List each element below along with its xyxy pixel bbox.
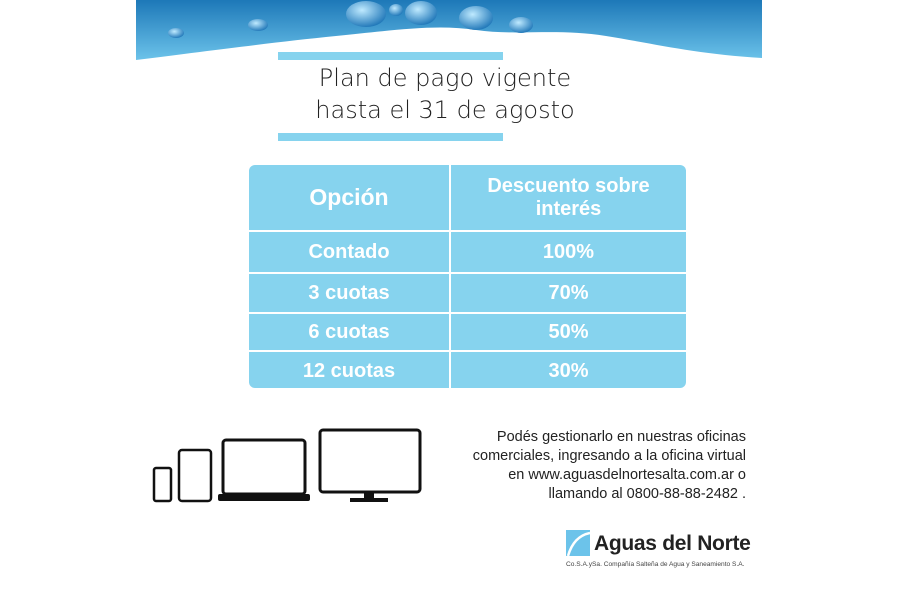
tablet-icon bbox=[177, 448, 213, 503]
option-cell: 3 cuotas bbox=[249, 274, 451, 312]
title-bottom-rule bbox=[278, 133, 503, 141]
discount-cell: 50% bbox=[548, 320, 589, 343]
info-line-website: en www.aguasdelnortesalta.com.ar o bbox=[508, 467, 746, 483]
discount-cell: 30% bbox=[548, 359, 589, 382]
laptop-icon bbox=[218, 438, 310, 501]
option-cell: 12 cuotas bbox=[249, 352, 451, 388]
info-line: Podés gestionarlo en nuestras oficinas bbox=[496, 429, 746, 445]
title-line-1: Plan de pago vigente bbox=[318, 64, 572, 92]
table-row: 3 cuotas 70% bbox=[249, 272, 686, 312]
contact-info: Podés gestionarlo en nuestras oficinas c… bbox=[420, 428, 746, 504]
info-line-phone: llamando al 0800-88-88-2482 . bbox=[548, 486, 747, 502]
payment-plan-table: Opción Descuento sobre interés Contado 1… bbox=[249, 165, 686, 388]
aguas-del-norte-logo: Aguas del Norte Co.S.A.ySa. Compañía Sal… bbox=[566, 528, 761, 574]
option-cell: 6 cuotas bbox=[249, 314, 451, 350]
header-discount: Descuento sobre interés bbox=[487, 174, 650, 220]
table-row: 6 cuotas 50% bbox=[249, 312, 686, 350]
table-header-row: Opción Descuento sobre interés bbox=[249, 165, 686, 230]
info-line: comerciales, ingresando a la oficina vir… bbox=[472, 448, 746, 464]
smartphone-icon bbox=[152, 466, 173, 503]
table-row: Contado 100% bbox=[249, 230, 686, 272]
logo-mark-icon bbox=[566, 530, 590, 556]
water-wave-banner bbox=[136, 0, 762, 62]
discount-cell: 100% bbox=[542, 240, 595, 263]
page-title: Plan de pago vigente hasta el 31 de agos… bbox=[250, 62, 640, 126]
monitor-icon bbox=[318, 428, 422, 502]
title-top-rule bbox=[278, 52, 503, 60]
logo-subtitle: Co.S.A.ySa. Compañía Salteña de Agua y S… bbox=[566, 561, 745, 568]
header-option: Opción bbox=[249, 165, 451, 230]
table-row: 12 cuotas 30% bbox=[249, 350, 686, 388]
logo-name: Aguas del Norte bbox=[594, 532, 751, 555]
discount-cell: 70% bbox=[548, 281, 589, 304]
devices-illustration bbox=[152, 428, 422, 503]
title-line-2: hasta el 31 de agosto bbox=[315, 96, 575, 124]
option-cell: Contado bbox=[249, 232, 451, 272]
